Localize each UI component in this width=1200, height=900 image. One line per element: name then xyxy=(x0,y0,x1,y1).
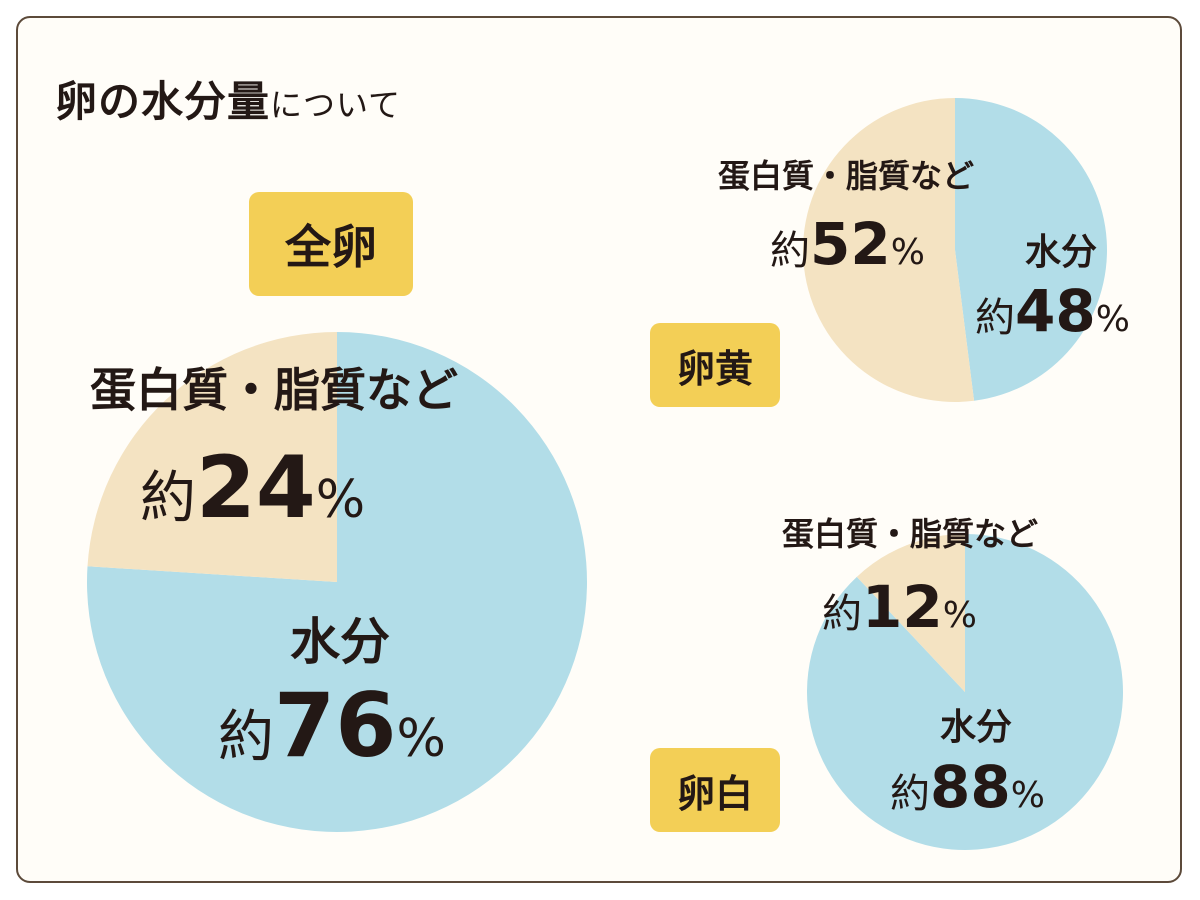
yolk-solids-label: 蛋白質・脂質など xyxy=(718,157,975,195)
yolk-pie-slice-solids xyxy=(803,98,975,402)
percent-sign: % xyxy=(942,595,977,636)
yolk-solids-number: 52 xyxy=(810,210,891,278)
title-main: 卵の水分量 xyxy=(55,77,271,126)
percent-sign: % xyxy=(1095,299,1130,340)
yolk-pie-slice-water xyxy=(955,98,1108,401)
yolk-solids-value: 約52% xyxy=(770,215,925,273)
white-solids-value: 約12% xyxy=(822,578,977,636)
whole-solids-number: 24 xyxy=(196,438,316,538)
percent-sign: % xyxy=(396,709,446,769)
white-solids-number: 12 xyxy=(862,573,943,641)
title-suffix: について xyxy=(270,86,402,124)
percent-sign: % xyxy=(890,232,925,273)
whole-solids-value: 約24% xyxy=(140,445,365,531)
approx-text: 約 xyxy=(890,771,930,817)
whole-water-number: 76 xyxy=(274,674,397,777)
whole-solids-label: 蛋白質・脂質など xyxy=(90,363,458,417)
percent-sign: % xyxy=(1010,775,1045,816)
white-solids-label: 蛋白質・脂質など xyxy=(782,515,1039,553)
approx-text: 約 xyxy=(140,466,196,531)
approx-text: 約 xyxy=(822,591,862,637)
white-badge: 卵白 xyxy=(650,748,780,832)
yolk-badge: 卵黄 xyxy=(650,323,780,407)
yolk-water-number: 48 xyxy=(1015,277,1096,345)
approx-text: 約 xyxy=(218,705,274,770)
whole-egg-badge: 全卵 xyxy=(249,192,413,296)
white-water-label: 水分 xyxy=(940,707,1013,748)
approx-text: 約 xyxy=(770,228,810,274)
whole-water-label: 水分 xyxy=(290,613,390,671)
yolk-water-label: 水分 xyxy=(1025,232,1098,273)
whole-pie-slice-water xyxy=(87,332,588,832)
white-pie-slice-solids xyxy=(856,534,965,692)
approx-text: 約 xyxy=(975,295,1015,341)
white-water-number: 88 xyxy=(930,753,1011,821)
page-title: 卵の水分量について xyxy=(55,68,401,129)
whole-pie-slice-solids xyxy=(87,332,337,582)
percent-sign: % xyxy=(315,470,366,530)
yolk-water-value: 約48% xyxy=(975,282,1130,340)
white-water-value: 約88% xyxy=(890,758,1045,816)
whole-water-value: 約76% xyxy=(218,682,446,770)
